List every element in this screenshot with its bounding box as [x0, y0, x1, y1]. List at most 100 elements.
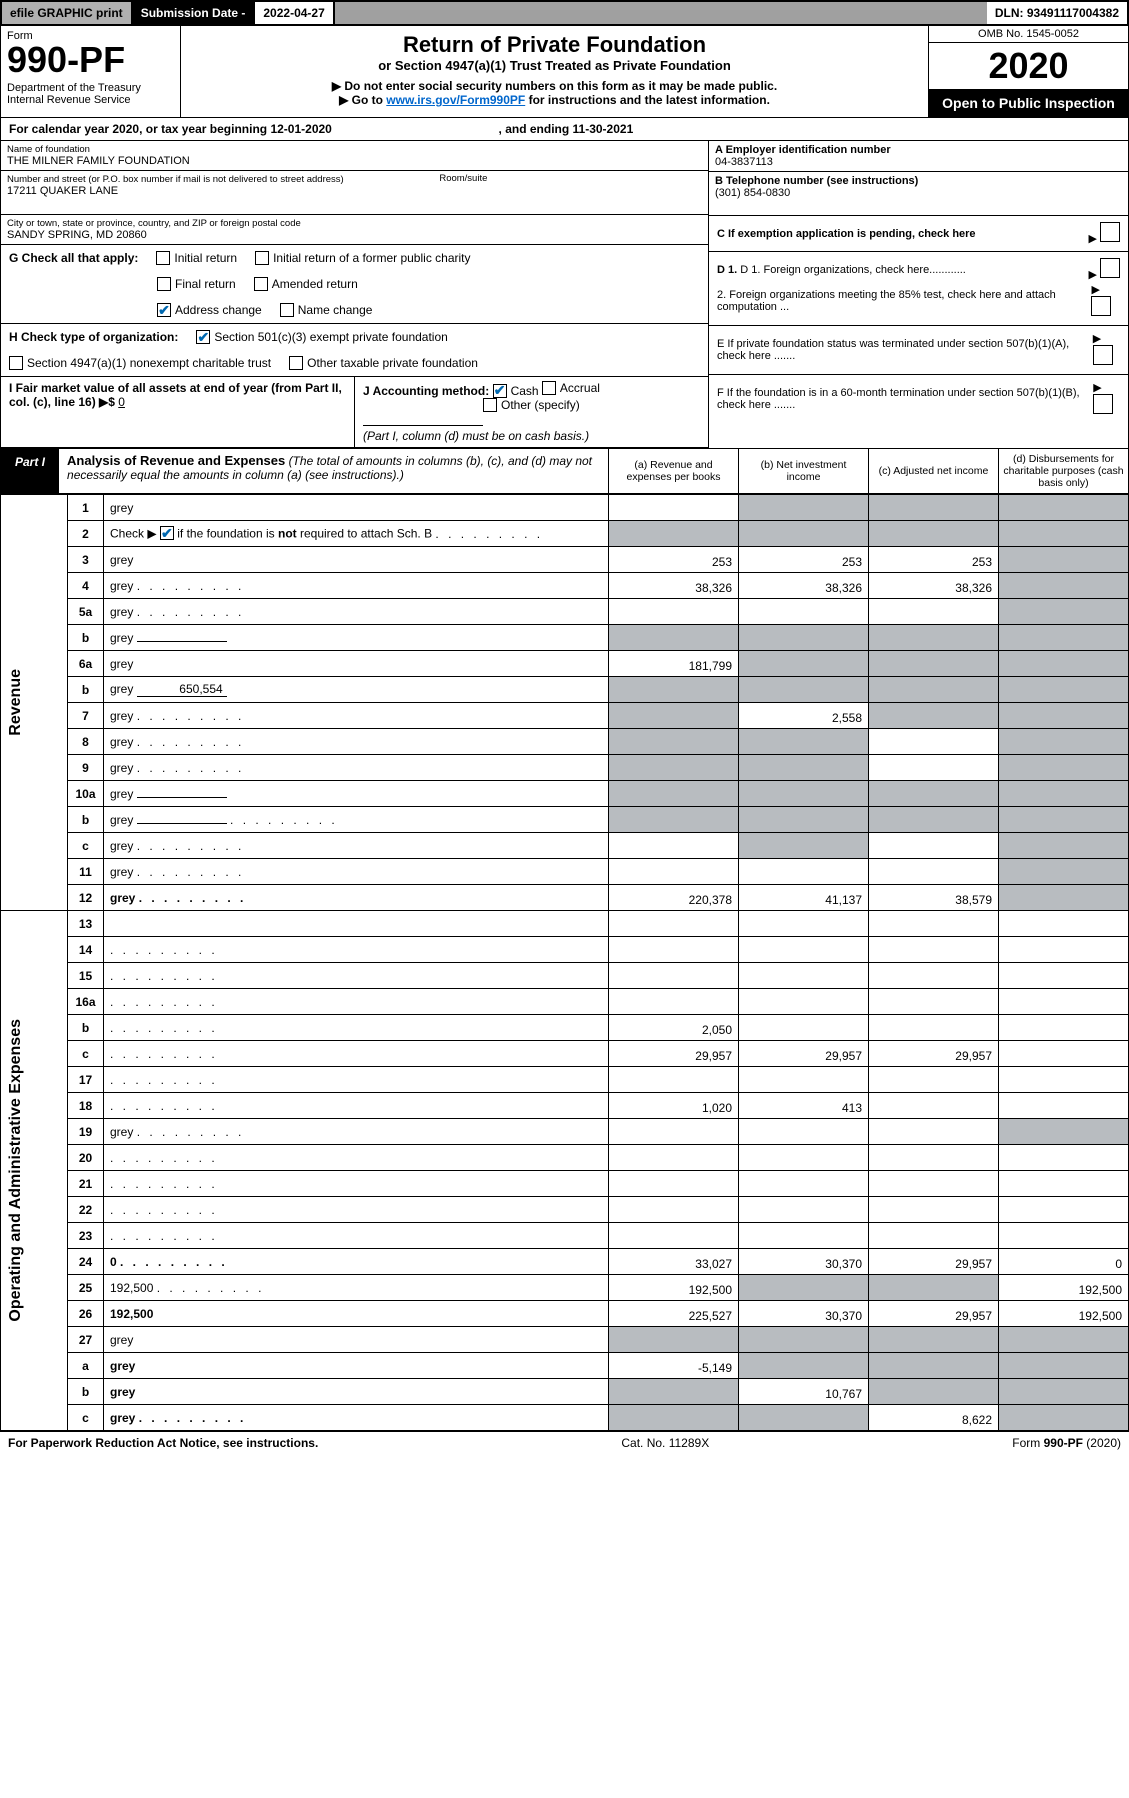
col-d-value [999, 859, 1129, 885]
col-d-value: 0 [999, 1249, 1129, 1275]
col-c-value [869, 781, 999, 807]
col-a-value: -5,149 [609, 1353, 739, 1379]
col-a-value [609, 521, 739, 547]
checkbox-initial-former[interactable] [255, 251, 269, 265]
col-c-value [869, 963, 999, 989]
foundation-name-label: Name of foundation [7, 144, 702, 155]
table-row: 4grey 38,32638,32638,326 [1, 573, 1129, 599]
table-row: 14 [1, 937, 1129, 963]
line-description [104, 911, 609, 937]
form-header: Form 990-PF Department of the Treasury I… [0, 26, 1129, 118]
checkbox-initial-return[interactable] [156, 251, 170, 265]
table-row: c 29,95729,95729,957 [1, 1041, 1129, 1067]
col-b-value [739, 1405, 869, 1431]
omb-number: OMB No. 1545-0052 [929, 26, 1128, 43]
line-description: grey [104, 781, 609, 807]
col-b-value [739, 1145, 869, 1171]
checkbox-4947a1[interactable] [9, 356, 23, 370]
col-b-value [739, 495, 869, 521]
line-description [104, 1041, 609, 1067]
efile-print[interactable]: efile GRAPHIC print [2, 2, 133, 24]
line-description [104, 1015, 609, 1041]
table-row: 26192,500225,52730,37029,957192,500 [1, 1301, 1129, 1327]
h-label: H Check type of organization: [9, 330, 178, 344]
part1-label: Part I [1, 449, 59, 493]
col-b-value [739, 677, 869, 703]
checkbox-accrual[interactable] [542, 381, 556, 395]
col-c-value [869, 495, 999, 521]
line-description: grey [104, 1405, 609, 1431]
col-a-value [609, 1327, 739, 1353]
line-description: grey [104, 807, 609, 833]
col-a-value [609, 781, 739, 807]
checkbox-e[interactable] [1093, 345, 1113, 365]
open-to-public: Open to Public Inspection [929, 89, 1128, 117]
col-b-value [739, 1275, 869, 1301]
part1-header: Part I Analysis of Revenue and Expenses … [0, 448, 1129, 494]
line-description [104, 1197, 609, 1223]
line-number: 22 [68, 1197, 104, 1223]
checkbox-d1[interactable] [1100, 258, 1120, 278]
table-row: 23 [1, 1223, 1129, 1249]
line-description [104, 1093, 609, 1119]
line-description: grey 650,554 [104, 677, 609, 703]
j-note: (Part I, column (d) must be on cash basi… [363, 429, 589, 443]
col-c-value [869, 1197, 999, 1223]
col-c-value [869, 703, 999, 729]
col-d-value [999, 547, 1129, 573]
col-d-value [999, 963, 1129, 989]
checkbox-d2[interactable] [1091, 296, 1111, 316]
col-b-value [739, 833, 869, 859]
col-a-value: 220,378 [609, 885, 739, 911]
line-number: 5a [68, 599, 104, 625]
street-address: 17211 QUAKER LANE [7, 185, 702, 197]
col-c-value [869, 521, 999, 547]
col-a-value [609, 1197, 739, 1223]
col-d-value [999, 1327, 1129, 1353]
ein-label: A Employer identification number [715, 144, 1122, 156]
line-number: 8 [68, 729, 104, 755]
col-b-header: (b) Net investment income [738, 449, 868, 493]
checkbox-other-taxable[interactable] [289, 356, 303, 370]
checkbox-c[interactable] [1100, 222, 1120, 242]
col-d-value [999, 1197, 1129, 1223]
col-c-value [869, 1327, 999, 1353]
table-row: 17 [1, 1067, 1129, 1093]
col-d-value [999, 911, 1129, 937]
col-a-value [609, 677, 739, 703]
col-b-value [739, 989, 869, 1015]
table-row: 240 33,02730,37029,9570 [1, 1249, 1129, 1275]
city-state-zip: SANDY SPRING, MD 20860 [7, 229, 702, 241]
col-d-value [999, 1223, 1129, 1249]
col-c-value [869, 1093, 999, 1119]
col-d-value [999, 729, 1129, 755]
col-a-value [609, 937, 739, 963]
line-description [104, 1067, 609, 1093]
checkbox-amended-return[interactable] [254, 277, 268, 291]
checkbox-schb[interactable] [160, 526, 174, 540]
col-c-value: 38,326 [869, 573, 999, 599]
col-a-value: 33,027 [609, 1249, 739, 1275]
checkbox-f[interactable] [1093, 394, 1113, 414]
table-row: Revenue1grey [1, 495, 1129, 521]
line-description: grey [104, 1353, 609, 1379]
col-b-value: 29,957 [739, 1041, 869, 1067]
submission-date-label: Submission Date - [133, 2, 256, 24]
checkbox-other-method[interactable] [483, 398, 497, 412]
line-number: 14 [68, 937, 104, 963]
checkbox-address-change[interactable] [157, 303, 171, 317]
checkbox-final-return[interactable] [157, 277, 171, 291]
col-b-value [739, 729, 869, 755]
checkbox-name-change[interactable] [280, 303, 294, 317]
phone-label: B Telephone number (see instructions) [715, 175, 1122, 187]
line-number: 15 [68, 963, 104, 989]
table-row: 15 [1, 963, 1129, 989]
line-description: grey [104, 547, 609, 573]
col-c-value [869, 651, 999, 677]
checkbox-501c3[interactable] [196, 330, 210, 344]
col-d-value [999, 1119, 1129, 1145]
col-d-value [999, 1171, 1129, 1197]
irs-link[interactable]: www.irs.gov/Form990PF [386, 93, 525, 107]
col-a-value: 253 [609, 547, 739, 573]
checkbox-cash[interactable] [493, 384, 507, 398]
